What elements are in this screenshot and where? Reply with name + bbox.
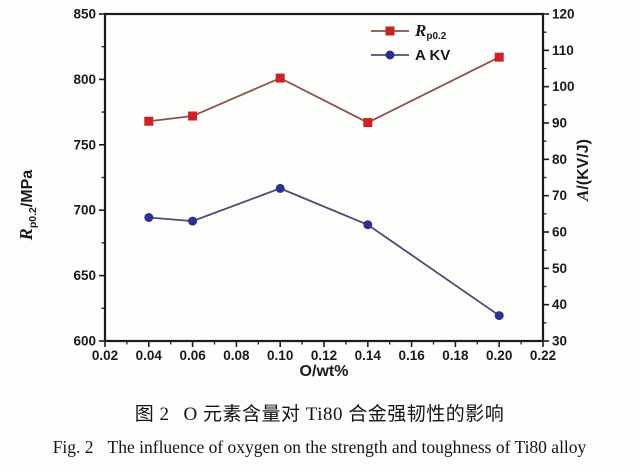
y-right-tick-label: 80 [552,152,567,167]
caption-zh: 图 2 O 元素含量对 Ti80 合金强韧性的影响 [0,399,639,426]
y-left-tick-label: 600 [73,334,96,349]
legend-marker [385,50,395,60]
y-right-tick-label: 60 [552,225,567,240]
caption-en: Fig. 2 The influence of oxygen on the str… [0,437,639,458]
a-kv-point [363,220,373,230]
y-left-tick-label: 850 [73,7,96,22]
rp0-2-point [494,52,504,62]
plot-frame [103,12,545,343]
y-right-tick-label: 40 [552,297,567,312]
y-left-tick-label: 750 [73,137,96,152]
y-right-tick-label: 90 [552,116,567,131]
caption-en-label: Fig. 2 [52,437,94,457]
x-tick-label: 0.06 [179,348,206,363]
x-axis-title: O/wt% [300,363,349,380]
y-right-tick-label: 70 [552,188,567,203]
legend-label: Rp0.2 [414,21,447,42]
legend-label: A KV [415,47,450,64]
a-kv-point [494,311,504,321]
caption-en-text: The influence of oxygen on the strength … [107,437,587,457]
legend-marker [385,26,395,36]
x-tick-label: 0.02 [92,348,118,363]
x-tick-label: 0.12 [311,348,337,363]
x-tick-label: 0.04 [136,348,163,363]
caption-zh-text: O 元素含量对 Ti80 合金强韧性的影响 [183,404,505,425]
x-tick-label: 0.08 [223,348,250,363]
y-left-tick-label: 800 [73,72,96,87]
y-right-tick-label: 50 [552,261,567,276]
x-tick-label: 0.22 [530,348,556,363]
a-kv-point [144,212,154,222]
rp0-2-point [363,118,373,128]
y-left-tick-label: 700 [73,203,96,218]
y-left-tick-label: 650 [73,268,96,283]
a-kv-point [188,216,198,226]
x-tick-label: 0.16 [398,348,425,363]
x-tick-label: 0.18 [442,348,469,363]
y-left-axis-title: Rp0.2/MPa [16,170,39,241]
rp0-2-line [148,56,500,124]
caption-zh-label: 图 2 [134,404,170,425]
x-tick-label: 0.20 [486,348,512,363]
y-right-tick-label: 110 [552,43,574,58]
y-right-tick-label: 120 [552,7,575,22]
y-right-tick-label: 100 [552,79,575,94]
rp0-2-point [144,116,154,126]
x-tick-label: 0.10 [267,348,293,363]
rp0-2-point [275,73,285,83]
y-right-tick-label: 30 [552,334,567,349]
y-right-axis-title: A/(KV/J) [573,139,592,202]
x-tick-label: 0.14 [355,348,382,363]
a-kv-point [275,183,285,193]
a-kv-line [148,187,500,317]
chart-svg: 0.02 0.04 0.06 0.08 0.10 0.12 0.14 0.16 0.18 0.20… [16,7,592,381]
rp0-2-point [188,111,198,121]
